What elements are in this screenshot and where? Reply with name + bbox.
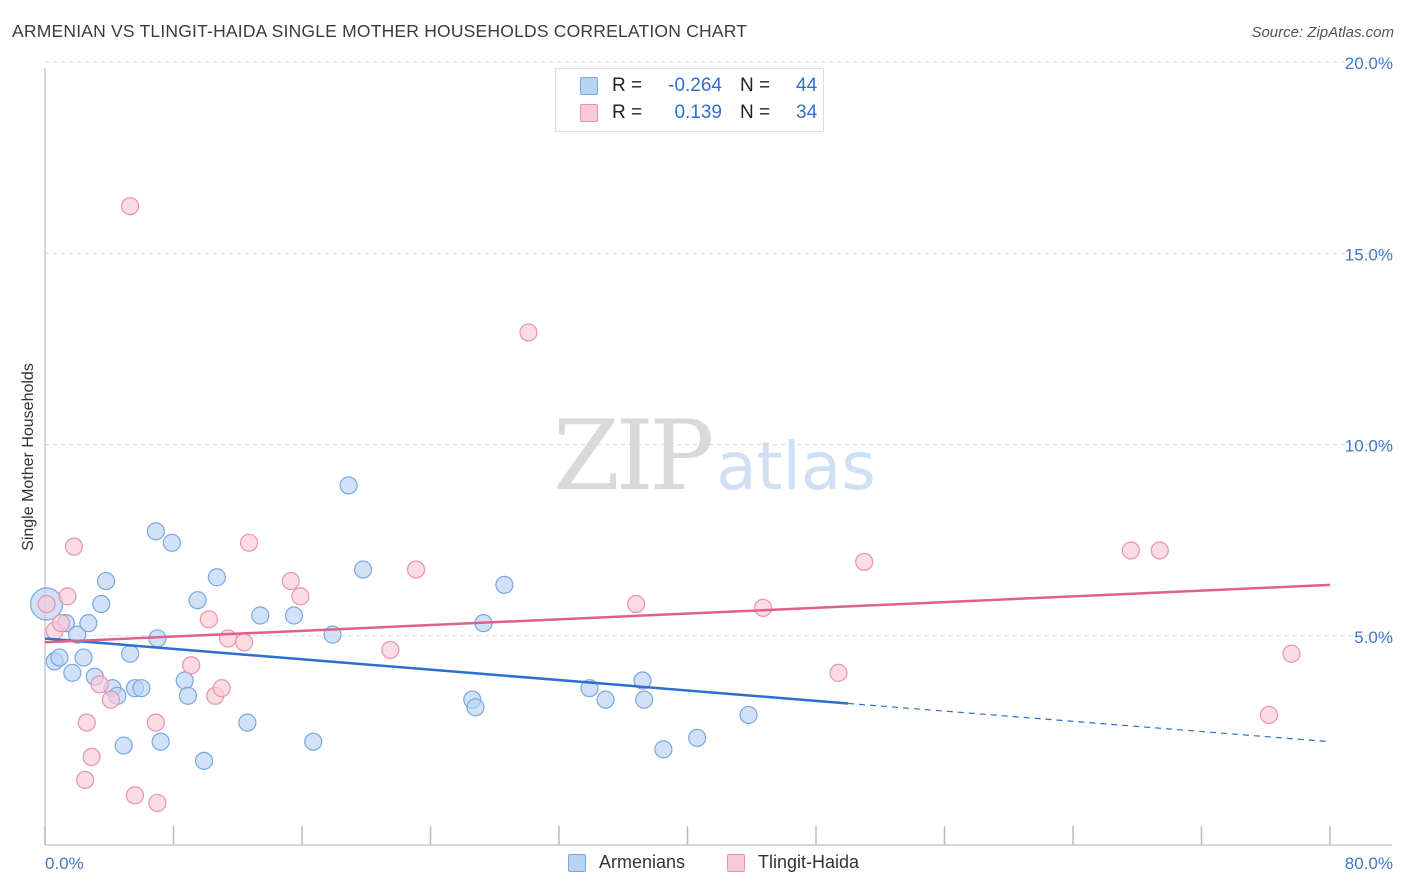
legend-n-value: 44 <box>796 75 818 96</box>
tlingit-trend-line <box>44 583 1331 644</box>
legend-row-tlingit: R = 0.139 N = 34 <box>580 100 817 126</box>
armenians-point <box>92 594 111 614</box>
armenians-point <box>466 698 485 717</box>
armenians-point <box>79 614 98 633</box>
legend-row-armenians: R = -0.264 N = 44 <box>580 73 817 99</box>
armenians-point <box>96 571 116 591</box>
tlingit-point <box>219 629 238 648</box>
tlingit-point <box>406 560 426 579</box>
armenians-point <box>162 533 181 552</box>
x-tick-label-max: 80.0% <box>1345 854 1393 873</box>
armenians-point <box>495 575 514 595</box>
armenians-point <box>63 663 82 682</box>
tlingit-point <box>148 793 167 813</box>
armenians-point <box>188 591 207 610</box>
y-tick-label: 20.0% <box>1345 54 1393 73</box>
tlingit-point <box>291 587 310 606</box>
tlingit-legend-swatch <box>727 853 745 872</box>
tlingit-point <box>281 571 300 591</box>
armenians-trend-line <box>44 637 849 705</box>
armenians-point <box>114 736 133 755</box>
tlingit-point <box>212 679 231 698</box>
armenians-point <box>68 625 87 644</box>
armenians-point <box>74 648 93 667</box>
armenians-point <box>304 732 323 751</box>
tlingit-point <box>101 690 120 709</box>
tlingit-point <box>1121 541 1140 560</box>
source-note: Source: ZipAtlas.com <box>1251 24 1394 41</box>
chart-title: ARMENIAN VS TLINGIT-HAIDA SINGLE MOTHER … <box>12 21 748 41</box>
tlingit-point <box>90 675 109 694</box>
armenians-point <box>151 732 170 751</box>
legend-r-label: R = <box>612 75 643 96</box>
armenians-point <box>633 671 652 690</box>
tlingit-point <box>77 713 96 732</box>
tlingit-point <box>121 197 140 216</box>
armenians-legend-swatch <box>568 853 586 872</box>
legend-r-value: -0.264 <box>668 75 722 96</box>
tlingit-legend-label: Tlingit-Haida <box>758 852 860 872</box>
tlingit-point <box>235 633 254 652</box>
tlingit-point <box>82 747 101 767</box>
tlingit-point <box>182 656 201 675</box>
tlingit-point <box>626 594 646 614</box>
armenians-trend-extension <box>848 702 1331 743</box>
armenians-point <box>178 686 198 705</box>
tlingit-point <box>829 663 848 682</box>
legend-n-value: 34 <box>796 102 818 123</box>
tlingit-swatch <box>580 104 598 122</box>
armenians-point <box>339 476 358 495</box>
armenians-swatch <box>580 77 598 95</box>
legend-r-value: 0.139 <box>674 102 722 123</box>
armenians-point <box>596 690 615 709</box>
y-tick-label: 10.0% <box>1345 437 1393 456</box>
tlingit-point <box>381 640 400 660</box>
armenians-point <box>238 713 257 732</box>
armenians-point <box>635 690 654 709</box>
tlingit-point <box>37 594 56 614</box>
armenians-point <box>175 671 194 690</box>
armenians-point <box>654 740 673 759</box>
armenians-point <box>251 606 270 625</box>
armenians-point <box>207 568 226 587</box>
armenians-legend-label: Armenians <box>599 852 686 872</box>
legend-n-label: N = <box>740 102 771 123</box>
armenians-point <box>353 560 373 579</box>
tlingit-point <box>1259 705 1279 725</box>
armenians-point <box>121 644 140 663</box>
tlingit-point <box>239 533 259 552</box>
legend-r-label: R = <box>612 102 643 123</box>
armenians-point <box>739 705 758 725</box>
correlation-legend: R = -0.264 N = 44 R = 0.139 N = 34 <box>555 68 824 132</box>
tlingit-point <box>76 770 95 790</box>
y-tick-label: 5.0% <box>1354 628 1393 647</box>
armenians-point <box>194 751 214 770</box>
tlingit-point <box>519 323 538 342</box>
tlingit-point <box>125 786 145 805</box>
bottom-legend-tlingit[interactable]: Tlingit-Haida <box>727 852 859 873</box>
armenians-point <box>284 606 304 625</box>
tlingit-point <box>51 614 71 633</box>
armenians-point <box>132 679 151 698</box>
bottom-legend-armenians[interactable]: Armenians <box>568 852 685 873</box>
tlingit-point <box>58 587 77 606</box>
tlingit-point <box>199 610 218 629</box>
tlingit-point <box>1150 541 1169 560</box>
armenians-point <box>688 728 707 748</box>
x-tick-label-min: 0.0% <box>45 854 84 873</box>
tlingit-point <box>1282 644 1301 663</box>
tlingit-point <box>753 598 773 617</box>
legend-n-label: N = <box>740 75 771 96</box>
armenians-point <box>146 522 165 541</box>
y-tick-label: 15.0% <box>1345 245 1393 264</box>
armenians-point <box>50 648 69 667</box>
tlingit-point <box>64 537 84 556</box>
tlingit-point <box>146 713 165 732</box>
tlingit-point <box>855 552 874 572</box>
